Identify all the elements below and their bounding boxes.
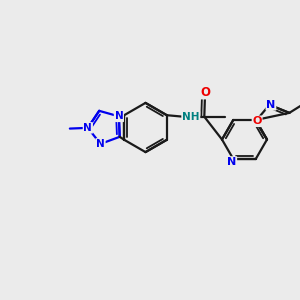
Text: N: N: [266, 100, 276, 110]
Text: O: O: [200, 85, 210, 99]
Text: NH: NH: [182, 112, 200, 122]
Text: N: N: [96, 139, 105, 149]
Text: O: O: [252, 116, 262, 126]
Text: N: N: [83, 123, 92, 133]
Text: N: N: [115, 111, 123, 122]
Text: N: N: [227, 157, 236, 167]
